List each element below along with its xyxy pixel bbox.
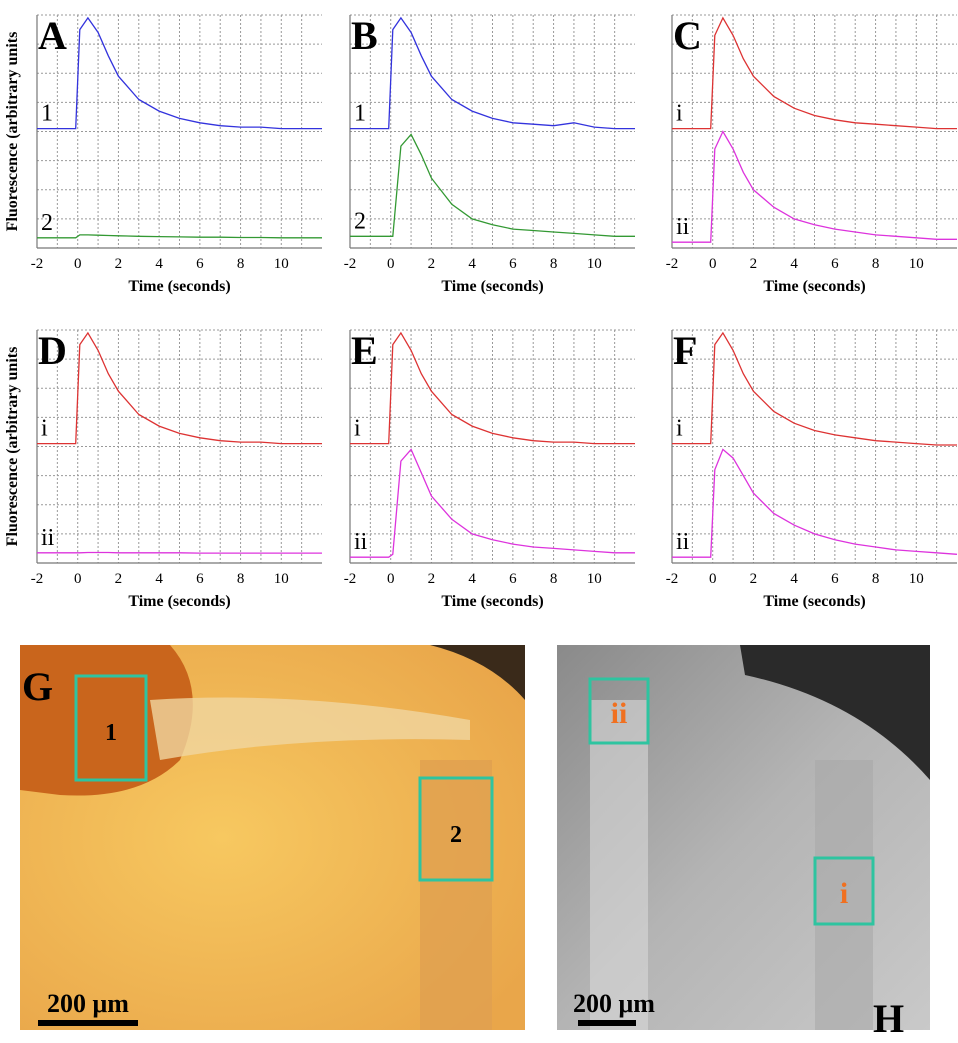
panel-label: D xyxy=(38,328,67,373)
x-tick-label: 8 xyxy=(872,571,880,587)
x-tick-label: 4 xyxy=(790,256,798,272)
line-trace xyxy=(672,130,957,243)
image-g xyxy=(20,645,525,1030)
x-axis-label: Time (seconds) xyxy=(441,278,543,295)
series-label: 2 xyxy=(41,210,53,236)
line-trace xyxy=(672,448,958,558)
x-tick-label: 10 xyxy=(587,571,602,587)
x-tick-label: 8 xyxy=(550,571,558,587)
line-trace xyxy=(350,448,635,558)
x-tick-label: 10 xyxy=(587,256,602,272)
line-trace xyxy=(350,331,635,445)
line-trace xyxy=(37,16,322,130)
x-tick-label: 4 xyxy=(468,256,476,272)
x-tick-label: 0 xyxy=(709,256,717,272)
x-tick-label: -2 xyxy=(31,256,44,272)
x-tick-label: 6 xyxy=(196,256,204,272)
series-label: ii xyxy=(41,525,55,551)
panel-label: F xyxy=(673,328,697,373)
x-tick-label: 0 xyxy=(74,256,82,272)
x-tick-label: 8 xyxy=(872,256,880,272)
x-tick-label: 4 xyxy=(155,571,163,587)
x-tick-label: 10 xyxy=(274,571,289,587)
image-label: H xyxy=(873,996,904,1041)
x-tick-label: 0 xyxy=(709,571,717,587)
x-axis-label: Time (seconds) xyxy=(441,593,543,610)
x-tick-label: 8 xyxy=(550,256,558,272)
series-label: i xyxy=(354,416,361,442)
x-axis-label: Time (seconds) xyxy=(128,278,230,295)
x-tick-label: 2 xyxy=(750,256,758,272)
scale-label: 200 μm xyxy=(573,989,655,1018)
series-label: 1 xyxy=(41,101,53,127)
x-tick-label: 0 xyxy=(74,571,82,587)
x-tick-label: 6 xyxy=(831,256,839,272)
region-label: i xyxy=(840,877,848,910)
x-tick-label: 10 xyxy=(909,256,924,272)
x-tick-label: 2 xyxy=(115,256,123,272)
x-tick-label: 2 xyxy=(750,571,758,587)
series-label: i xyxy=(676,101,683,127)
series-label: i xyxy=(676,416,683,442)
x-axis-label: Time (seconds) xyxy=(128,593,230,610)
series-label: 2 xyxy=(354,208,366,234)
x-tick-label: 6 xyxy=(509,256,517,272)
panel-label: E xyxy=(351,328,378,373)
image-label: G xyxy=(22,664,53,709)
x-tick-label: 6 xyxy=(509,571,517,587)
line-trace xyxy=(37,234,322,239)
x-tick-label: -2 xyxy=(666,571,679,587)
x-tick-label: 2 xyxy=(428,571,436,587)
x-tick-label: 6 xyxy=(831,571,839,587)
x-tick-label: 10 xyxy=(274,256,289,272)
x-tick-label: 2 xyxy=(428,256,436,272)
x-axis-label: Time (seconds) xyxy=(763,278,865,295)
x-tick-label: -2 xyxy=(666,256,679,272)
series-label: ii xyxy=(676,529,690,555)
series-label: ii xyxy=(354,529,368,555)
series-label: 1 xyxy=(354,101,366,127)
x-tick-label: 4 xyxy=(155,256,163,272)
x-tick-label: -2 xyxy=(31,571,44,587)
line-trace xyxy=(37,331,322,445)
x-tick-label: 2 xyxy=(115,571,123,587)
line-trace xyxy=(672,16,957,130)
x-tick-label: -2 xyxy=(344,256,357,272)
panel-label: C xyxy=(673,13,702,58)
region-label: 2 xyxy=(450,822,462,848)
x-tick-label: 0 xyxy=(387,571,395,587)
y-axis-label: Fluorescence (arbitrary units xyxy=(4,347,21,547)
line-trace xyxy=(350,16,635,130)
x-tick-label: 4 xyxy=(468,571,476,587)
series-label: ii xyxy=(676,214,690,240)
panel-label: A xyxy=(38,13,67,58)
image-h xyxy=(557,645,930,1030)
x-tick-label: 4 xyxy=(790,571,798,587)
x-tick-label: 8 xyxy=(237,571,245,587)
x-tick-label: 8 xyxy=(237,256,245,272)
scale-label: 200 μm xyxy=(47,989,129,1018)
y-axis-label: Fluorescence (arbitrary units xyxy=(4,32,21,232)
series-label: i xyxy=(41,416,48,442)
x-tick-label: 10 xyxy=(909,571,924,587)
region-label: 1 xyxy=(105,720,117,746)
line-trace xyxy=(672,331,957,446)
x-tick-label: 0 xyxy=(387,256,395,272)
line-trace xyxy=(350,133,635,237)
x-axis-label: Time (seconds) xyxy=(763,593,865,610)
line-trace xyxy=(37,551,322,554)
panel-label: B xyxy=(351,13,378,58)
x-tick-label: -2 xyxy=(344,571,357,587)
region-label: ii xyxy=(611,697,628,730)
x-tick-label: 6 xyxy=(196,571,204,587)
